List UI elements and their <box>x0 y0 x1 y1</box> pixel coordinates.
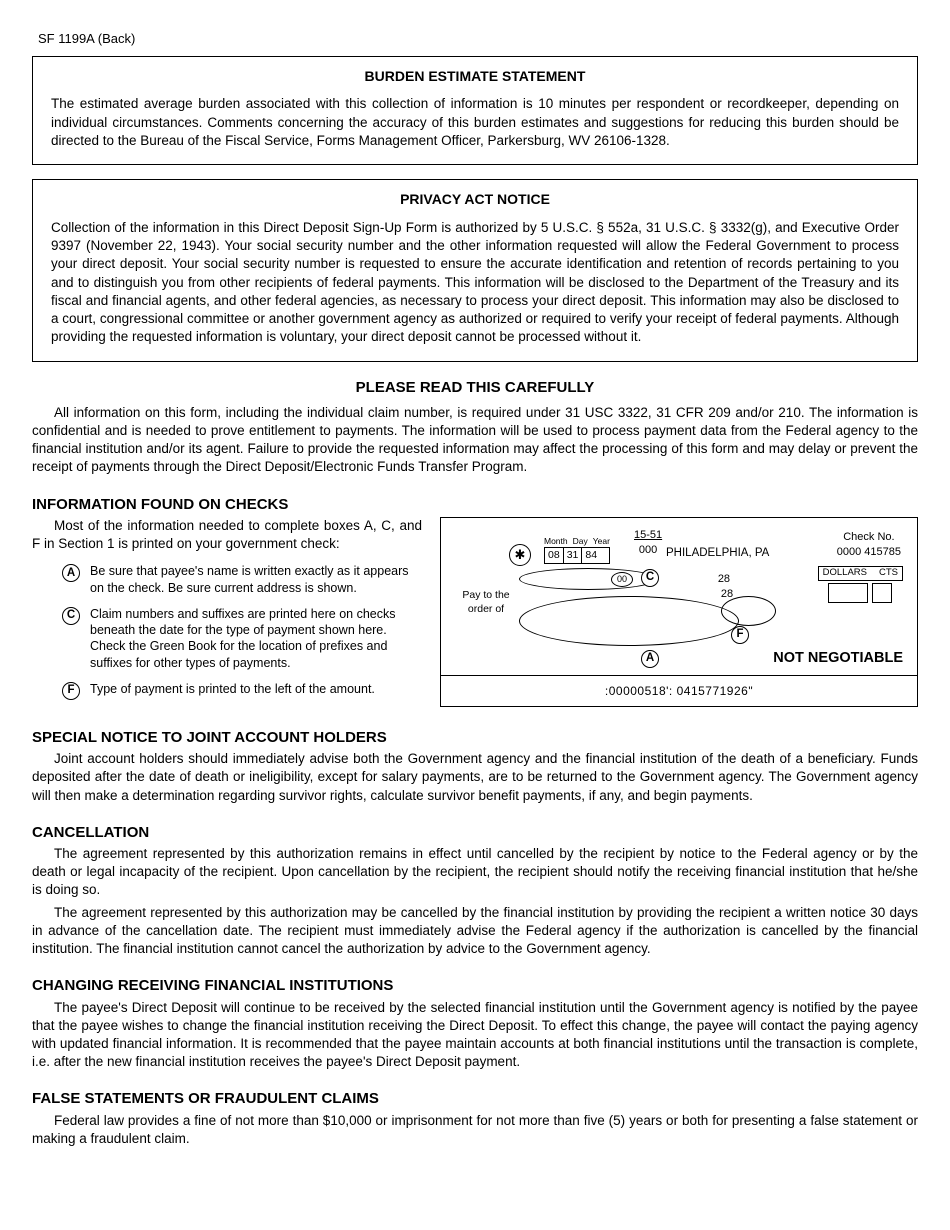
bullet-text-c: Claim numbers and suffixes are printed h… <box>90 606 422 671</box>
dollars-label: DOLLARS <box>823 567 867 580</box>
circle-a-icon: A <box>62 564 80 582</box>
info-left: Most of the information needed to comple… <box>32 517 422 710</box>
n28: 28 28 <box>711 572 743 590</box>
info-checks-intro: Most of the information needed to comple… <box>32 517 422 553</box>
callout-c-icon: C <box>641 569 659 587</box>
burden-body: The estimated average burden associated … <box>51 95 899 150</box>
cancellation-p2: The agreement represented by this author… <box>32 904 918 959</box>
callout-f-icon: F <box>731 626 749 644</box>
changing-body: The payee's Direct Deposit will continue… <box>32 999 918 1072</box>
callout-a-icon: A <box>641 650 659 668</box>
date-month: 08 <box>545 548 564 562</box>
joint-body: Joint account holders should immediately… <box>32 750 918 805</box>
form-id: SF 1199A (Back) <box>38 30 918 48</box>
not-negotiable: NOT NEGOTIABLE <box>773 649 903 669</box>
check-city: PHILADELPHIA, PA <box>666 546 769 562</box>
joint-title: SPECIAL NOTICE TO JOINT ACCOUNT HOLDERS <box>32 728 918 748</box>
read-carefully-title: PLEASE READ THIS CAREFULLY <box>32 378 918 398</box>
n28a: 28 <box>718 573 730 585</box>
read-carefully-body: All information on this form, including … <box>32 404 918 477</box>
oval-2 <box>519 596 739 646</box>
cancellation-p1: The agreement represented by this author… <box>32 845 918 900</box>
dollars-cell <box>828 583 868 603</box>
date-year: 84 <box>582 548 600 562</box>
bullet-text-f: Type of payment is printed to the left o… <box>90 681 422 700</box>
date-day: 31 <box>564 548 583 562</box>
oval-f-shape <box>721 596 776 626</box>
info-checks-title: INFORMATION FOUND ON CHECKS <box>32 495 918 515</box>
info-right: ✱ Month Day Year 08 31 84 15-51 000 <box>440 517 918 707</box>
check-diagram: ✱ Month Day Year 08 31 84 15-51 000 <box>440 517 918 707</box>
date-label-day: Day <box>573 536 588 547</box>
bullet-text-a: Be sure that payee's name is written exa… <box>90 563 422 596</box>
date-label-month: Month <box>544 536 568 547</box>
burden-title: BURDEN ESTIMATE STATEMENT <box>51 67 899 86</box>
routing-top: 15-51 000 <box>634 528 662 558</box>
false-body: Federal law provides a fine of not more … <box>32 1112 918 1148</box>
payto-label: Pay to the order of <box>457 588 515 616</box>
changing-title: CHANGING RECEIVING FINANCIAL INSTITUTION… <box>32 976 918 996</box>
oval-00: 00 <box>611 572 633 587</box>
circle-c-icon: C <box>62 607 80 625</box>
micr-line: :00000518': 0415771926" <box>441 676 917 706</box>
checkno-label: Check No. <box>837 530 901 545</box>
privacy-title: PRIVACY ACT NOTICE <box>51 190 899 209</box>
bullet-item-c: C Claim numbers and suffixes are printed… <box>62 606 422 671</box>
checkno-value: 0000 415785 <box>837 545 901 560</box>
checkno-area: Check No. 0000 415785 <box>837 530 901 560</box>
cancellation-title: CANCELLATION <box>32 823 918 843</box>
bullet-item-a: A Be sure that payee's name is written e… <box>62 563 422 596</box>
privacy-box: PRIVACY ACT NOTICE Collection of the inf… <box>32 179 918 361</box>
routing-num: 15-51 <box>634 528 662 543</box>
date-box: Month Day Year 08 31 84 <box>544 536 610 564</box>
info-row: Most of the information needed to comple… <box>32 517 918 710</box>
eagle-icon: ✱ <box>509 544 531 566</box>
routing-den: 000 <box>634 543 662 558</box>
privacy-body: Collection of the information in this Di… <box>51 219 899 347</box>
cts-cell <box>872 583 892 603</box>
false-title: FALSE STATEMENTS OR FRAUDULENT CLAIMS <box>32 1089 918 1109</box>
oval-1 <box>519 568 657 590</box>
burden-box: BURDEN ESTIMATE STATEMENT The estimated … <box>32 56 918 166</box>
bullet-item-f: F Type of payment is printed to the left… <box>62 681 422 700</box>
date-label-year: Year <box>593 536 610 547</box>
cts-label: CTS <box>879 567 898 580</box>
dollars-box: DOLLARS CTS <box>818 566 903 603</box>
check-top: ✱ Month Day Year 08 31 84 15-51 000 <box>441 518 917 676</box>
bullet-list: A Be sure that payee's name is written e… <box>62 563 422 700</box>
circle-f-icon: F <box>62 682 80 700</box>
